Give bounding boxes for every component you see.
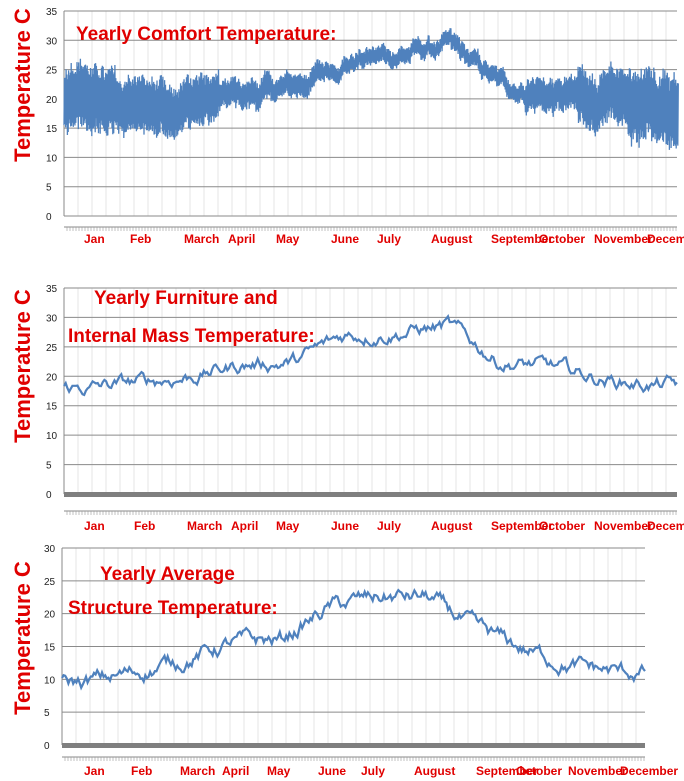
month-label: March	[184, 232, 219, 246]
month-label: June	[331, 519, 359, 533]
y-tick-label: 0	[44, 741, 50, 752]
chart-title-line-2: Structure Temperature:	[68, 598, 278, 619]
y-tick-label: 30	[44, 544, 56, 555]
chart-title-line-2: Internal Mass Temperature:	[68, 326, 315, 347]
y-tick-label: 25	[46, 343, 58, 354]
series-line	[63, 28, 679, 150]
month-label: June	[331, 232, 359, 246]
month-label: May	[276, 519, 300, 533]
month-label: July	[377, 519, 401, 533]
month-label: November	[568, 764, 627, 778]
month-label: November	[594, 519, 653, 533]
baseline-bar	[64, 492, 677, 497]
month-label: August	[431, 519, 472, 533]
y-axis-label: Temperature C	[10, 289, 35, 443]
chart-2: 0 5 10 15 20 25 30 35 Jan Feb March April May June Jul…	[10, 284, 684, 533]
chart-1: 0 5 10 15 20 25 30 35 Jan Feb March April May June Jul…	[10, 7, 684, 246]
month-label: Feb	[130, 232, 151, 246]
month-label: July	[377, 232, 401, 246]
month-label: Feb	[131, 764, 152, 778]
series-line	[61, 588, 646, 691]
month-label: September	[476, 764, 538, 778]
month-label: March	[187, 519, 222, 533]
chart-title: Yearly Average	[100, 564, 235, 585]
month-label: July	[361, 764, 385, 778]
y-tick-label: 10	[46, 153, 58, 164]
month-label: Jan	[84, 519, 105, 533]
month-label: November	[594, 232, 653, 246]
month-label: May	[267, 764, 291, 778]
month-label: December	[647, 519, 684, 533]
chart-3: 0 5 10 15 20 25 30 Jan Feb March April May June July A…	[10, 544, 678, 778]
y-tick-label: 10	[46, 431, 58, 442]
month-label: April	[231, 519, 258, 533]
y-tick-label: 20	[46, 372, 58, 383]
month-label: October	[539, 519, 585, 533]
month-label: April	[228, 232, 255, 246]
month-label: December	[647, 232, 684, 246]
month-label: June	[318, 764, 346, 778]
month-label: March	[180, 764, 215, 778]
month-label: October	[539, 232, 585, 246]
y-tick-label: 35	[46, 7, 58, 18]
month-label: April	[222, 764, 249, 778]
baseline-bar	[62, 743, 645, 748]
y-axis-label: Temperature C	[10, 561, 35, 715]
y-tick-label: 20	[46, 95, 58, 106]
month-label: September	[491, 519, 553, 533]
y-tick-label: 0	[46, 490, 52, 501]
month-label: Feb	[134, 519, 155, 533]
y-tick-label: 25	[46, 66, 58, 77]
month-label: May	[276, 232, 300, 246]
y-tick-label: 20	[44, 610, 56, 621]
month-label: August	[414, 764, 455, 778]
y-axis-label: Temperature C	[10, 8, 35, 162]
y-tick-label: 30	[46, 36, 58, 47]
y-tick-label: 25	[44, 577, 56, 588]
y-tick-label: 15	[46, 402, 58, 413]
month-label: October	[516, 764, 562, 778]
y-tick-label: 30	[46, 313, 58, 324]
month-label: Jan	[84, 232, 105, 246]
y-tick-label: 15	[44, 643, 56, 654]
month-label: December	[620, 764, 678, 778]
chart-title: Yearly Comfort Temperature:	[76, 24, 336, 45]
series-line	[63, 314, 678, 397]
month-label: Jan	[84, 764, 105, 778]
y-tick-label: 5	[46, 461, 52, 472]
y-tick-label: 35	[46, 284, 58, 295]
chart-title: Yearly Furniture and	[94, 288, 278, 309]
y-tick-label: 5	[46, 183, 52, 194]
month-label: September	[491, 232, 553, 246]
y-tick-label: 0	[46, 212, 52, 223]
y-tick-label: 15	[46, 124, 58, 135]
y-tick-label: 10	[44, 675, 56, 686]
month-label: August	[431, 232, 472, 246]
y-tick-label: 5	[44, 708, 50, 719]
